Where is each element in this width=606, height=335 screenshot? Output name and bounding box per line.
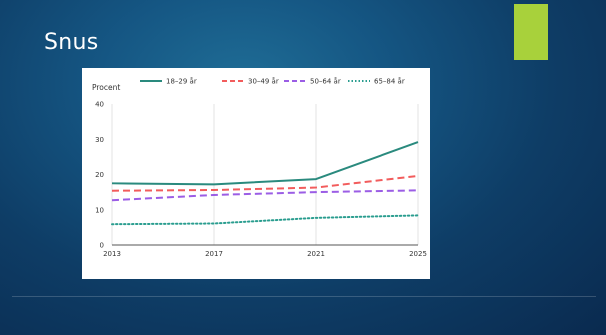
y-tick-label-30: 30: [95, 136, 104, 144]
slide-title: Snus: [44, 30, 99, 55]
y-tick-label-0: 0: [100, 242, 104, 250]
series-line-1: [111, 141, 419, 186]
legend-label-1: 18–29 år: [166, 77, 197, 86]
legend-label-3: 50–64 år: [310, 77, 341, 86]
y-tick-label-10: 10: [95, 206, 104, 214]
grid-layer: [111, 104, 419, 245]
accent-block: [514, 4, 548, 60]
x-tick-label-2013: 2013: [103, 250, 121, 258]
legend-label-4: 65–84 år: [374, 77, 405, 86]
series-line-2: [111, 174, 419, 192]
x-tick-label-2021: 2021: [307, 250, 325, 258]
axis-layer: 0 10 20 30 40 2013 2017 2021 2025: [95, 101, 427, 259]
x-tick-label-2025: 2025: [409, 250, 427, 258]
y-tick-label-40: 40: [95, 101, 104, 109]
series-layer: [111, 141, 419, 226]
series-line-3: [111, 189, 419, 202]
y-tick-label-20: 20: [95, 171, 104, 179]
line-chart: 0 10 20 30 40 2013 2017 2021 2025 18–29 år 30–49 …: [92, 77, 427, 259]
series-line-4: [111, 214, 419, 226]
legend-label-2: 30–49 år: [248, 77, 279, 86]
legend-layer: 18–29 år 30–49 år 50–64 år 65–84 år: [140, 77, 405, 86]
x-tick-label-2017: 2017: [205, 250, 223, 258]
y-axis-label: Procent: [92, 83, 120, 92]
chart-card: 0 10 20 30 40 2013 2017 2021 2025 18–29 år 30–49 …: [82, 68, 430, 279]
